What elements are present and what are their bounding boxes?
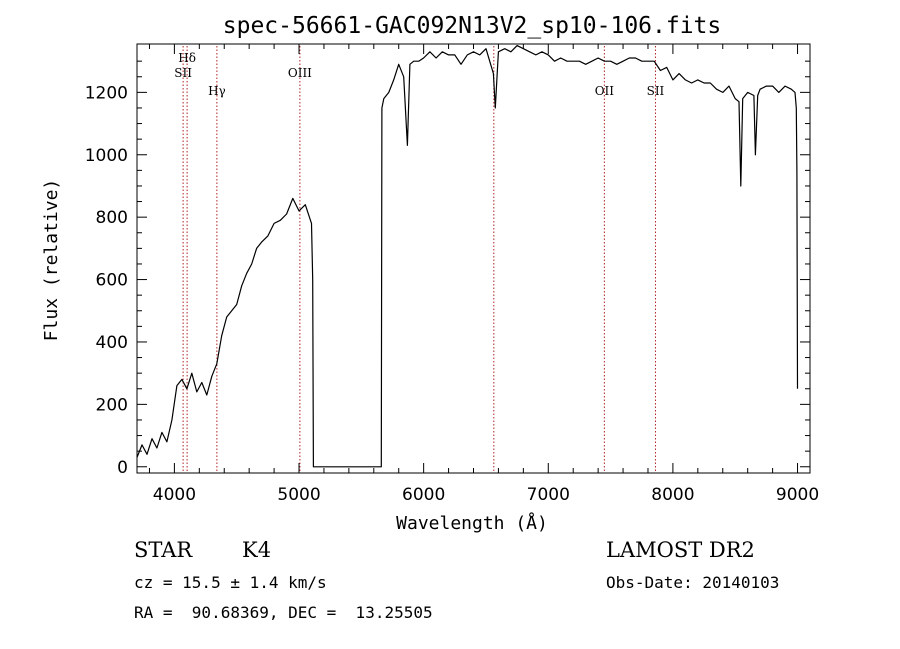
y-tick-label: 800 xyxy=(96,208,128,228)
line-label: OIII xyxy=(288,66,312,80)
y-tick-label: 1200 xyxy=(85,83,128,103)
x-tick-label: 5000 xyxy=(277,485,320,505)
survey-name: LAMOST DR2 xyxy=(606,538,755,562)
y-tick-label: 200 xyxy=(96,395,128,415)
x-tick-label: 9000 xyxy=(776,485,819,505)
chart-title: spec-56661-GAC092N13V2_sp10-106.fits xyxy=(223,13,722,39)
y-tick-label: 0 xyxy=(117,458,128,478)
object-subclass: K4 xyxy=(242,538,272,562)
line-label: Hγ xyxy=(208,84,226,98)
plot-frame xyxy=(136,43,811,474)
line-label: SII xyxy=(174,66,192,80)
y-tick-label: 600 xyxy=(96,271,128,291)
redshift-cz: cz = 15.5 ± 1.4 km/s xyxy=(134,573,327,592)
x-axis-label: Wavelength (Å) xyxy=(396,512,548,534)
x-tick-label: 7000 xyxy=(527,485,570,505)
x-tick-label: 8000 xyxy=(651,485,694,505)
line-label: SII xyxy=(647,84,665,98)
x-tick-label: 6000 xyxy=(402,485,445,505)
ra-dec: RA = 90.68369, DEC = 13.25505 xyxy=(134,603,433,622)
line-label: OII xyxy=(595,84,615,98)
object-class: STAR xyxy=(134,538,193,562)
y-axis-label: Flux (relative) xyxy=(41,179,62,342)
y-tick-label: 1000 xyxy=(85,146,128,166)
x-tick-label: 4000 xyxy=(153,485,196,505)
observation-date: Obs-Date: 20140103 xyxy=(606,573,780,592)
y-tick-label: 400 xyxy=(96,333,128,353)
spectrum-line xyxy=(136,45,799,468)
line-label: Hδ xyxy=(178,51,196,65)
